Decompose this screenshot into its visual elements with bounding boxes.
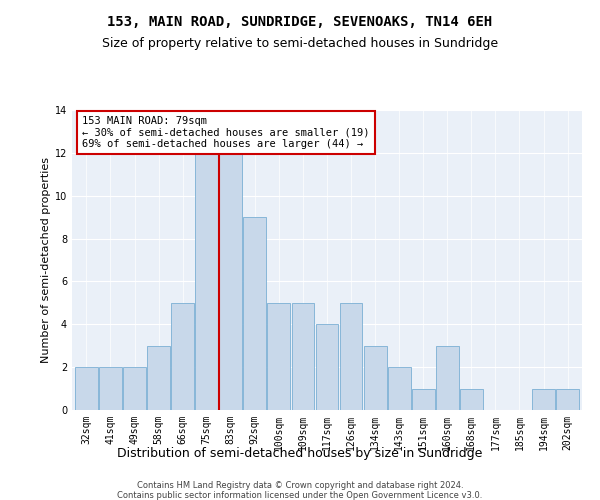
Bar bbox=[364, 346, 386, 410]
Bar bbox=[412, 388, 434, 410]
Bar bbox=[123, 367, 146, 410]
Bar bbox=[292, 303, 314, 410]
Bar bbox=[244, 217, 266, 410]
Text: 153 MAIN ROAD: 79sqm
← 30% of semi-detached houses are smaller (19)
69% of semi-: 153 MAIN ROAD: 79sqm ← 30% of semi-detac… bbox=[82, 116, 370, 149]
Bar bbox=[75, 367, 98, 410]
Bar bbox=[195, 153, 218, 410]
Bar bbox=[220, 153, 242, 410]
Text: Size of property relative to semi-detached houses in Sundridge: Size of property relative to semi-detach… bbox=[102, 38, 498, 51]
Bar bbox=[388, 367, 410, 410]
Bar bbox=[171, 303, 194, 410]
Bar bbox=[460, 388, 483, 410]
Bar bbox=[268, 303, 290, 410]
Bar bbox=[340, 303, 362, 410]
Bar bbox=[147, 346, 170, 410]
Text: Distribution of semi-detached houses by size in Sundridge: Distribution of semi-detached houses by … bbox=[118, 448, 482, 460]
Text: 153, MAIN ROAD, SUNDRIDGE, SEVENOAKS, TN14 6EH: 153, MAIN ROAD, SUNDRIDGE, SEVENOAKS, TN… bbox=[107, 15, 493, 29]
Bar bbox=[99, 367, 122, 410]
Bar bbox=[556, 388, 579, 410]
Text: Contains HM Land Registry data © Crown copyright and database right 2024.: Contains HM Land Registry data © Crown c… bbox=[137, 481, 463, 490]
Bar bbox=[532, 388, 555, 410]
Text: Contains public sector information licensed under the Open Government Licence v3: Contains public sector information licen… bbox=[118, 491, 482, 500]
Bar bbox=[436, 346, 459, 410]
Bar bbox=[316, 324, 338, 410]
Y-axis label: Number of semi-detached properties: Number of semi-detached properties bbox=[41, 157, 50, 363]
